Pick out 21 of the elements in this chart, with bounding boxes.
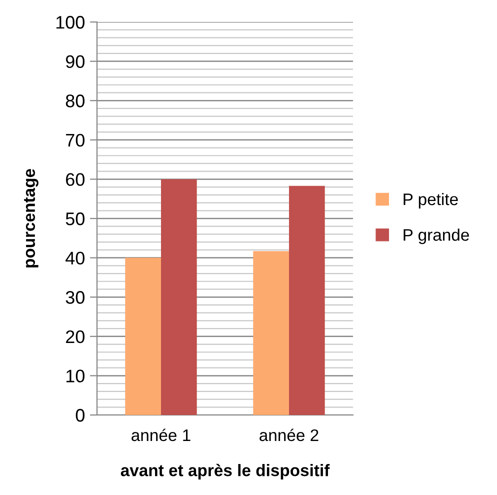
y-tick-label: 20 bbox=[66, 330, 84, 344]
x-tick-label: année 2 bbox=[260, 428, 318, 442]
y-tick-label: 30 bbox=[66, 291, 84, 304]
y-tick-label: 90 bbox=[66, 55, 84, 68]
x-axis-title: avant et après le dispositif bbox=[120, 464, 330, 480]
y-tick-label: 0 bbox=[76, 408, 84, 422]
bar bbox=[125, 258, 161, 415]
legend-label: P grande bbox=[404, 228, 469, 244]
y-tick-label: 80 bbox=[66, 94, 84, 108]
x-tick-label: année 1 bbox=[132, 428, 190, 442]
y-tick-label: 50 bbox=[66, 212, 84, 226]
y-tick-label: 70 bbox=[66, 134, 84, 147]
bar bbox=[161, 179, 197, 415]
y-tick-label: 10 bbox=[66, 370, 84, 382]
legend-label: P petite bbox=[404, 192, 458, 208]
y-tick-label: 60 bbox=[66, 173, 84, 186]
y-axis-title: pourcentage bbox=[24, 169, 38, 268]
bar bbox=[253, 251, 289, 415]
y-tick-label: 100 bbox=[56, 16, 84, 29]
y-tick-label: 40 bbox=[66, 252, 84, 265]
bar bbox=[289, 186, 325, 415]
